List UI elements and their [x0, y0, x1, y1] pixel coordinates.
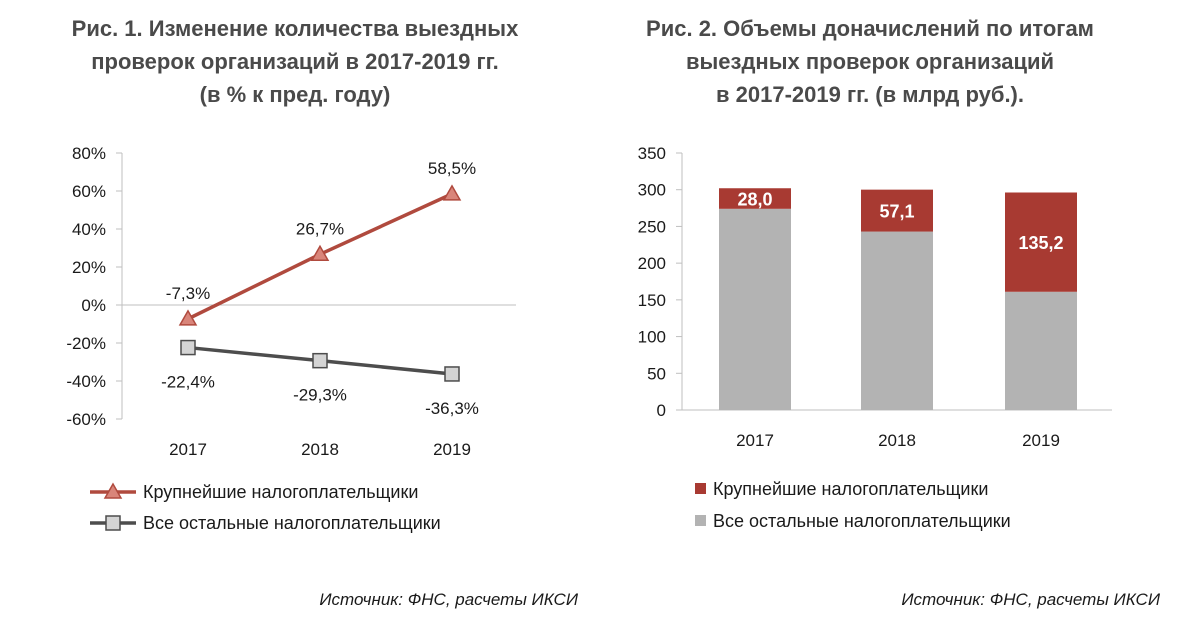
figure-1-title-line: Рис. 1. Изменение количества выездных — [71, 16, 519, 41]
x-tick-label: 2018 — [301, 440, 339, 459]
source-note-1: Источник: ФНС, расчеты ИКСИ — [319, 590, 578, 609]
legend-label: Все остальные налогоплательщики — [713, 511, 1011, 531]
figure-2-title-line: выездных проверок организаций — [685, 49, 1055, 74]
y-tick-label: 50 — [647, 364, 666, 383]
square-marker — [444, 366, 460, 382]
line-chart: 80% 60% 40% 20% 0% -20% -40% -60% 2017 2018 2019 -7… — [66, 144, 516, 533]
figure-2-title-line: в 2017-2019 гг. (в млрд руб.). — [715, 82, 1024, 107]
y-tick-label: 250 — [638, 217, 666, 236]
legend-label: Крупнейшие налогоплательщики — [143, 482, 418, 502]
figure-1-title: Рис. 1. Изменение количества выездных пр… — [30, 12, 560, 111]
legend-label: Крупнейшие налогоплательщики — [713, 479, 988, 499]
data-label: 26,7% — [296, 219, 344, 238]
data-label: -7,3% — [166, 284, 210, 303]
y-tick-label: 150 — [638, 291, 666, 310]
bar-data-label: 57,1 — [879, 202, 914, 222]
y-tick-label: 20% — [72, 258, 106, 277]
legend-label: Все остальные налогоплательщики — [143, 513, 441, 533]
x-tick-label: 2018 — [878, 431, 916, 450]
data-label: -22,4% — [161, 373, 215, 392]
square-marker — [312, 352, 328, 369]
figure-1-title-line: проверок организаций в 2017-2019 гг. — [91, 49, 499, 74]
figure-1-title-line: (в % к пред. году) — [199, 82, 391, 107]
source-note-2: Источник: ФНС, расчеты ИКСИ — [901, 590, 1160, 609]
y-tick-label: 40% — [72, 220, 106, 239]
triangle-marker — [178, 309, 198, 326]
x-tick-label: 2017 — [169, 440, 207, 459]
figure-2-title-line: Рис. 2. Объемы доначислений по итогам — [646, 16, 1094, 41]
legend-swatch — [695, 483, 706, 494]
bar-segment-other — [861, 231, 933, 410]
bar-data-label: 28,0 — [737, 190, 772, 210]
y-tick-label: 350 — [638, 144, 666, 163]
square-marker — [180, 339, 196, 356]
stacked-bar-chart: 350 300 250 200 150 100 50 0 2017 2018 2019 28,0 57,… — [638, 144, 1112, 531]
legend-swatch — [695, 515, 706, 526]
bar-segment-largest — [1005, 192, 1077, 292]
triangle-marker — [442, 184, 462, 201]
bar-segment-other — [719, 208, 791, 410]
y-tick-label: 60% — [72, 182, 106, 201]
y-tick-label: 100 — [638, 328, 666, 347]
y-tick-label: 300 — [638, 181, 666, 200]
figure-2-title: Рис. 2. Объемы доначислений по итогам вы… — [600, 12, 1140, 111]
bar-segment-other — [1005, 291, 1077, 410]
x-tick-label: 2017 — [736, 431, 774, 450]
x-tick-label: 2019 — [433, 440, 471, 459]
bar-segment-largest — [861, 189, 933, 232]
y-tick-label: 0% — [81, 296, 106, 315]
data-label: -36,3% — [425, 399, 479, 418]
y-tick-label: -60% — [66, 410, 106, 429]
y-tick-label: -40% — [66, 372, 106, 391]
bar-data-label: 135,2 — [1018, 233, 1063, 253]
legend-square-marker — [105, 515, 121, 531]
y-tick-label: 200 — [638, 254, 666, 273]
y-tick-label: 80% — [72, 144, 106, 163]
data-label: -29,3% — [293, 386, 347, 405]
triangle-marker — [310, 244, 330, 262]
y-tick-label: 0 — [657, 401, 666, 420]
x-tick-label: 2019 — [1022, 431, 1060, 450]
data-label: 58,5% — [428, 159, 476, 178]
bar-segment-largest — [719, 188, 791, 209]
legend-triangle-marker — [103, 482, 123, 499]
y-tick-label: -20% — [66, 334, 106, 353]
